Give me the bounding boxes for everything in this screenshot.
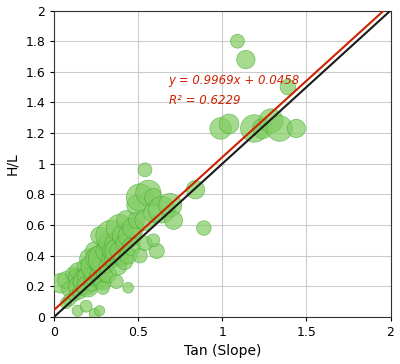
Point bbox=[103, 264, 110, 269]
Point bbox=[105, 271, 111, 277]
Point bbox=[100, 285, 106, 291]
Point bbox=[293, 126, 300, 131]
Point bbox=[145, 190, 152, 196]
Text: y = 0.9969x + 0.0458: y = 0.9969x + 0.0458 bbox=[168, 74, 300, 87]
Point bbox=[218, 126, 224, 131]
Point bbox=[96, 233, 103, 239]
Point bbox=[96, 279, 103, 285]
Point bbox=[226, 121, 232, 127]
Point bbox=[91, 311, 98, 317]
Point bbox=[167, 202, 173, 208]
Point bbox=[142, 217, 148, 223]
Point bbox=[125, 285, 131, 291]
Point bbox=[276, 126, 283, 131]
Point bbox=[113, 279, 120, 285]
Point bbox=[120, 233, 126, 239]
Point bbox=[93, 274, 99, 280]
Point bbox=[127, 233, 133, 239]
Point bbox=[76, 289, 82, 295]
Point bbox=[112, 241, 118, 246]
Point bbox=[122, 259, 128, 265]
Point bbox=[133, 202, 140, 208]
Point bbox=[125, 253, 131, 258]
Point bbox=[95, 271, 101, 277]
Point bbox=[71, 293, 78, 298]
Point bbox=[150, 194, 156, 200]
Text: R² = 0.6229: R² = 0.6229 bbox=[168, 94, 240, 107]
Point bbox=[73, 274, 79, 280]
Point bbox=[234, 38, 241, 44]
Point bbox=[201, 225, 207, 231]
Point bbox=[80, 271, 86, 277]
Point bbox=[63, 300, 69, 306]
Point bbox=[268, 118, 274, 124]
Point bbox=[116, 225, 123, 231]
Point bbox=[130, 225, 136, 231]
Point bbox=[74, 308, 81, 314]
Point bbox=[123, 217, 130, 223]
Point bbox=[91, 248, 98, 254]
Point bbox=[113, 248, 120, 254]
Point bbox=[137, 194, 143, 200]
Point bbox=[260, 126, 266, 131]
Point bbox=[74, 268, 81, 274]
Point bbox=[83, 274, 89, 280]
Point bbox=[74, 283, 81, 289]
Point bbox=[116, 248, 123, 254]
Point bbox=[86, 264, 93, 269]
Point bbox=[100, 279, 106, 285]
Point bbox=[192, 187, 199, 193]
Point bbox=[78, 279, 84, 285]
Point bbox=[150, 237, 156, 243]
Point bbox=[108, 233, 114, 239]
Point bbox=[110, 256, 116, 262]
Point bbox=[100, 256, 106, 262]
Point bbox=[105, 241, 111, 246]
Point bbox=[251, 126, 258, 131]
Point bbox=[84, 283, 91, 289]
Point bbox=[70, 271, 76, 277]
Point bbox=[142, 167, 148, 173]
Point bbox=[118, 256, 125, 262]
Point bbox=[103, 248, 110, 254]
Point bbox=[95, 256, 101, 262]
Point bbox=[108, 248, 114, 254]
Point bbox=[83, 303, 89, 309]
Point bbox=[115, 264, 121, 269]
Point bbox=[58, 280, 64, 286]
Point bbox=[243, 57, 249, 63]
Point bbox=[154, 248, 160, 254]
Point bbox=[86, 256, 93, 262]
Point bbox=[80, 285, 86, 291]
Point bbox=[142, 241, 148, 246]
X-axis label: Tan (Slope): Tan (Slope) bbox=[184, 344, 261, 359]
Point bbox=[122, 241, 128, 246]
Point bbox=[81, 264, 88, 269]
Point bbox=[66, 297, 72, 303]
Y-axis label: H/L: H/L bbox=[6, 152, 20, 175]
Point bbox=[137, 253, 143, 258]
Point bbox=[66, 286, 72, 292]
Point bbox=[106, 256, 113, 262]
Point bbox=[158, 207, 165, 213]
Point bbox=[133, 217, 140, 223]
Point bbox=[128, 244, 135, 249]
Point bbox=[101, 271, 108, 277]
Point bbox=[91, 264, 98, 269]
Point bbox=[285, 84, 291, 90]
Point bbox=[83, 279, 89, 285]
Point bbox=[96, 308, 103, 314]
Point bbox=[88, 271, 94, 277]
Point bbox=[88, 282, 94, 288]
Point bbox=[63, 277, 69, 283]
Point bbox=[90, 274, 96, 280]
Point bbox=[170, 217, 177, 223]
Point bbox=[98, 264, 104, 269]
Point bbox=[150, 210, 156, 215]
